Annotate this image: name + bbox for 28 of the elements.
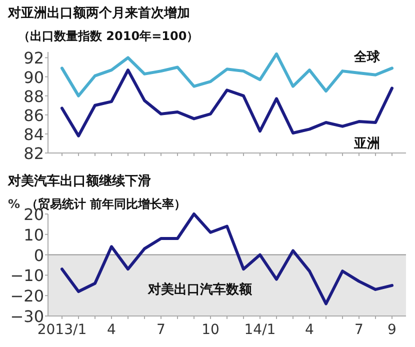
series-label: 全球 xyxy=(353,48,381,65)
x-tick-label: 2013/1 xyxy=(37,322,87,338)
y-tick-label: 88 xyxy=(24,86,44,106)
y-tick-label: 90 xyxy=(24,68,44,87)
x-tick-label: 14/1 xyxy=(244,322,276,338)
y-tick-label: −10 xyxy=(10,266,44,286)
y-tick-label: 84 xyxy=(24,124,44,144)
x-tick-label: 7 xyxy=(354,322,364,338)
line-series xyxy=(60,68,394,138)
y-tick-label: 92 xyxy=(24,48,44,68)
x-tick-label: 7 xyxy=(156,322,166,338)
y-tick-label: 0 xyxy=(34,246,44,265)
series-label: 对美出口汽车数额 xyxy=(147,282,253,298)
chart-subtitle: （出口数量指数 2010年=100） xyxy=(18,29,199,43)
chart-title: 对亚洲出口额两个月来首次增加 xyxy=(7,5,190,21)
x-tick-label: 9 xyxy=(388,322,396,338)
y-tick-label: 82 xyxy=(24,144,44,163)
y-tick-label: 10 xyxy=(24,225,44,244)
x-tick-label: 10 xyxy=(202,322,220,338)
line-series xyxy=(60,212,394,306)
x-tick-label: 4 xyxy=(107,322,116,338)
y-axis-title: % xyxy=(8,197,20,211)
line-series xyxy=(60,52,394,98)
x-tick-label: 4 xyxy=(305,322,314,338)
chart-title: 对美汽车出口额继续下滑 xyxy=(7,173,151,189)
y-tick-label: 86 xyxy=(24,106,44,125)
series-label: 亚洲 xyxy=(353,136,380,152)
y-tick-label: −20 xyxy=(10,286,44,306)
